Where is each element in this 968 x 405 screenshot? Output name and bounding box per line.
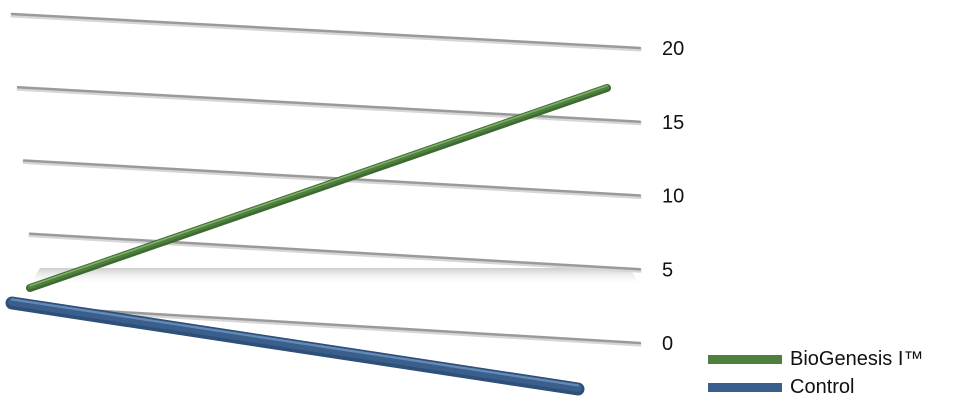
legend-item-control: Control: [708, 373, 966, 401]
legend-swatch-biogenesis: [708, 354, 782, 364]
series-lines: [5, 84, 611, 396]
y-axis-ticks: 0 5 10 15 20: [662, 38, 684, 355]
floor-shadow: [30, 268, 640, 285]
legend-label-biogenesis: BioGenesis I™: [790, 347, 924, 370]
legend-item-biogenesis: BioGenesis I™: [708, 345, 966, 373]
y-tick-label: 15: [662, 112, 684, 134]
gridline: [34, 305, 642, 347]
gridlines: [10, 12, 642, 347]
y-tick-label: 20: [662, 38, 684, 60]
y-tick-label: 10: [662, 186, 684, 208]
gridline: [22, 159, 642, 199]
legend-label-control: Control: [790, 375, 855, 398]
y-tick-label: 0: [662, 333, 673, 355]
gridline: [28, 232, 642, 273]
gridline: [10, 12, 642, 52]
legend: BioGenesis I™ Control: [708, 345, 966, 401]
y-tick-label: 5: [662, 259, 673, 281]
series-line-biogenesis: [26, 84, 611, 292]
legend-swatch-control: [708, 382, 782, 392]
series-line-control: [5, 296, 585, 396]
